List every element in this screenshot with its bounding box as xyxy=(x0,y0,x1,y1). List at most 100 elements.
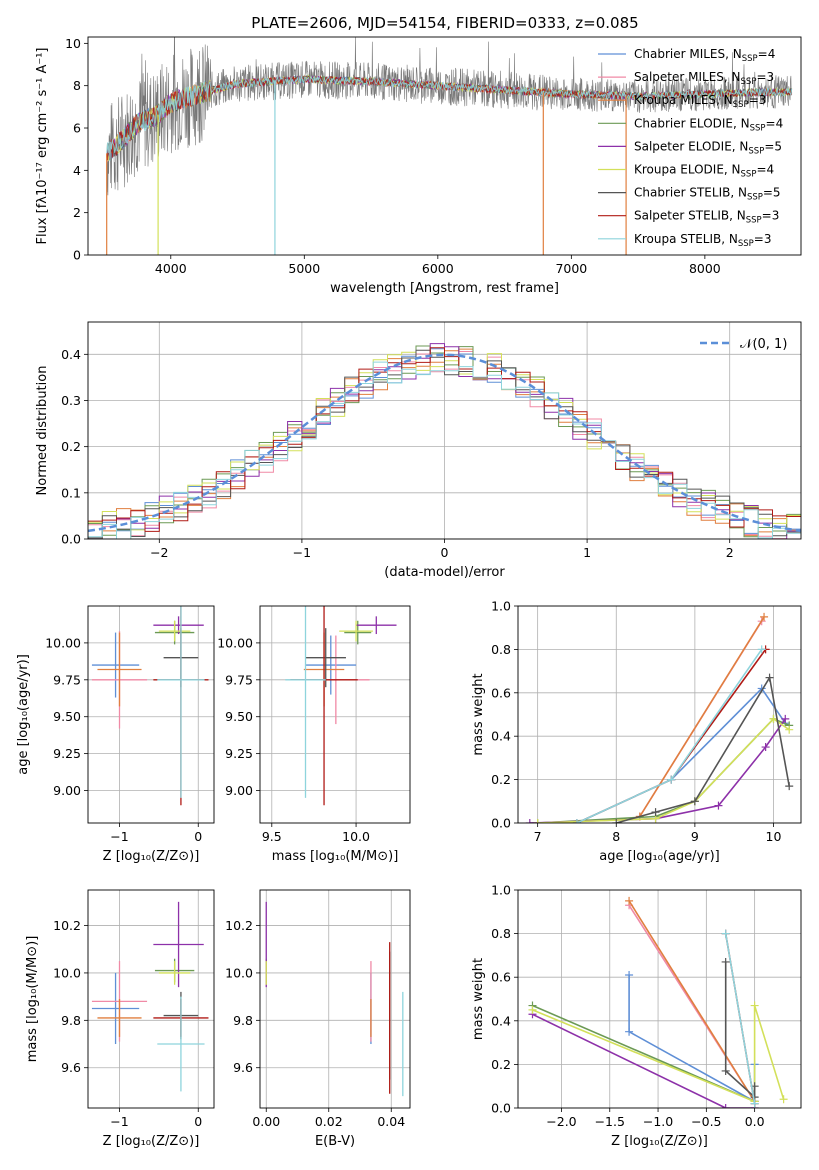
point-marker xyxy=(757,645,766,654)
x-tick-label: 0 xyxy=(441,545,449,560)
y-tick-label: 10.0 xyxy=(225,965,253,980)
x-tick-label: −1.0 xyxy=(643,1114,673,1129)
plot-area-massweight_vs_age xyxy=(518,606,801,823)
y-axis-label: mass [log₁₀(M/M⊙)] xyxy=(25,936,40,1063)
y-tick-label: 9.50 xyxy=(225,709,253,724)
point-marker xyxy=(533,819,542,823)
axes-frame xyxy=(87,889,215,1109)
y-axis-label: Normed distribution xyxy=(35,366,50,496)
point-marker xyxy=(765,673,774,682)
y-tick-label: 10.0 xyxy=(53,965,81,980)
y-tick-label: 9.00 xyxy=(53,783,81,798)
point-marker xyxy=(785,782,794,791)
legend-subscript: SSP xyxy=(746,216,762,226)
x-tick-label: −2 xyxy=(150,545,168,560)
legend-label: 𝒩(0, 1) xyxy=(740,337,787,352)
legend-count: =3 xyxy=(756,70,774,84)
x-tick-label: 0 xyxy=(194,829,202,844)
y-tick-label: 0.6 xyxy=(491,970,511,985)
x-axis-label: (data-model)/error xyxy=(384,565,505,580)
figure-title: PLATE=2606, MJD=54154, FIBERID=0333, z=0… xyxy=(251,14,638,32)
y-tick-label: 0.0 xyxy=(491,1101,511,1116)
plot-area-spectrum xyxy=(106,37,793,255)
legend-subscript: SSP xyxy=(738,239,754,249)
point-marker xyxy=(721,1104,730,1108)
y-tick-label: 10 xyxy=(65,36,81,51)
legend-subscript: SSP xyxy=(747,193,763,203)
y-tick-label: 9.75 xyxy=(225,672,253,687)
x-tick-label: −1 xyxy=(110,1114,128,1129)
y-tick-label: 2 xyxy=(73,205,81,220)
x-tick-label: 0.04 xyxy=(377,1114,405,1129)
normal-curve xyxy=(88,353,801,533)
plot-area-age_vs_Z xyxy=(88,606,214,823)
point-marker xyxy=(625,1027,634,1036)
y-tick-label: 9.8 xyxy=(233,1013,253,1028)
y-tick-label: 0.2 xyxy=(491,1057,511,1072)
series-kroupa-elodie xyxy=(537,717,790,823)
legend-count: =4 xyxy=(766,116,784,130)
x-tick-label: 8000 xyxy=(689,261,721,276)
legend-subscript: SSP xyxy=(733,100,749,110)
y-tick-label: 10.00 xyxy=(45,635,81,650)
point-marker xyxy=(750,1099,759,1108)
legend-label: Salpeter ELODIE, NSSP=5 xyxy=(634,139,782,156)
y-tick-label: 0.6 xyxy=(491,685,511,700)
axes-residuals: −2 −1 0 1 2 0.0 0.1 0.2 0.3 0.4 (data-model)/error… xyxy=(35,321,802,580)
x-axis-label: Z [log₁₀(Z/Z⊙)] xyxy=(103,849,200,864)
point-marker xyxy=(667,775,676,784)
legend-label: Salpeter STELIB, NSSP=3 xyxy=(634,209,779,226)
x-tick-label: 0.0 xyxy=(745,1114,765,1129)
axes-age_vs_mass: 9.5 10.0 9.00 9.25 9.50 9.75 10.00 mass [log₁₀(… xyxy=(217,605,411,864)
y-tick-label: 10.2 xyxy=(53,918,81,933)
legend-label: Chabrier ELODIE, NSSP=4 xyxy=(634,116,783,133)
x-tick-label: 0.02 xyxy=(315,1114,343,1129)
x-tick-label: 2 xyxy=(726,545,734,560)
point-marker xyxy=(721,929,730,938)
point-marker xyxy=(625,896,634,905)
series-chabrier-stelib xyxy=(724,961,756,1099)
axes-mass_vs_ebv: 0.00 0.02 0.04 9.6 9.8 10.0 10.2 E(B-V) xyxy=(225,889,411,1149)
x-tick-label: 9.5 xyxy=(262,829,282,844)
y-tick-label: 4 xyxy=(73,163,81,178)
x-tick-label: −1 xyxy=(293,545,311,560)
y-tick-label: 0 xyxy=(73,248,81,263)
x-tick-label: −1.5 xyxy=(595,1114,625,1129)
legend-label: Salpeter MILES, NSSP=3 xyxy=(634,70,774,87)
legend-count: =5 xyxy=(763,186,781,200)
axes-massweight_vs_Z: −2.0 −1.5 −1.0 −0.5 0.0 0.0 0.2 0.4 0.6 0.8 1.0 Z [… xyxy=(471,883,802,1149)
axes-frame xyxy=(87,605,215,824)
point-marker xyxy=(612,819,621,823)
plot-area-residuals xyxy=(88,322,801,539)
axes-age_vs_Z: −1 0 9.00 9.25 9.50 9.75 10.00 Z [log₁₀(Z/Z⊙)] a… xyxy=(16,605,215,864)
legend-subscript: SSP xyxy=(748,146,764,156)
x-axis-label: wavelength [Angstrom, rest frame] xyxy=(330,281,559,296)
y-tick-label: 1.0 xyxy=(491,883,511,898)
y-tick-label: 9.6 xyxy=(61,1060,81,1075)
y-tick-label: 9.8 xyxy=(61,1013,81,1028)
y-tick-label: 1.0 xyxy=(491,599,511,614)
x-tick-label: 10 xyxy=(766,829,782,844)
series-kroupa-stelib xyxy=(724,933,756,1104)
y-axis-label: age [log₁₀(age/yr)] xyxy=(16,654,31,775)
series-salpeter-elodie xyxy=(532,1013,755,1108)
y-tick-label: 8 xyxy=(73,78,81,93)
point-marker xyxy=(760,612,769,621)
legend-count: =4 xyxy=(758,47,776,61)
point-marker xyxy=(781,714,790,723)
point-marker xyxy=(779,1095,788,1104)
point-marker xyxy=(721,957,730,966)
point-marker xyxy=(651,808,660,817)
y-tick-label: 0.2 xyxy=(491,772,511,787)
spectrum-legend: Chabrier MILES, NSSP=4 Salpeter MILES, NS… xyxy=(598,47,783,249)
y-tick-label: 9.25 xyxy=(53,746,81,761)
x-tick-label: −0.5 xyxy=(691,1114,721,1129)
y-axis-label: Flux [fλ10⁻¹⁷ erg cm⁻² s⁻¹ A⁻¹] xyxy=(35,48,50,245)
histogram-chabrier-stelib xyxy=(88,349,801,539)
y-tick-label: 0.8 xyxy=(491,926,511,941)
point-marker xyxy=(769,714,778,723)
axes-massweight_vs_age: 7 8 9 10 0.0 0.2 0.4 0.6 0.8 1.0 age [log₁₀(age/yr… xyxy=(471,599,802,864)
legend-label: Chabrier MILES, NSSP=4 xyxy=(634,47,775,64)
point-marker xyxy=(750,1001,759,1010)
